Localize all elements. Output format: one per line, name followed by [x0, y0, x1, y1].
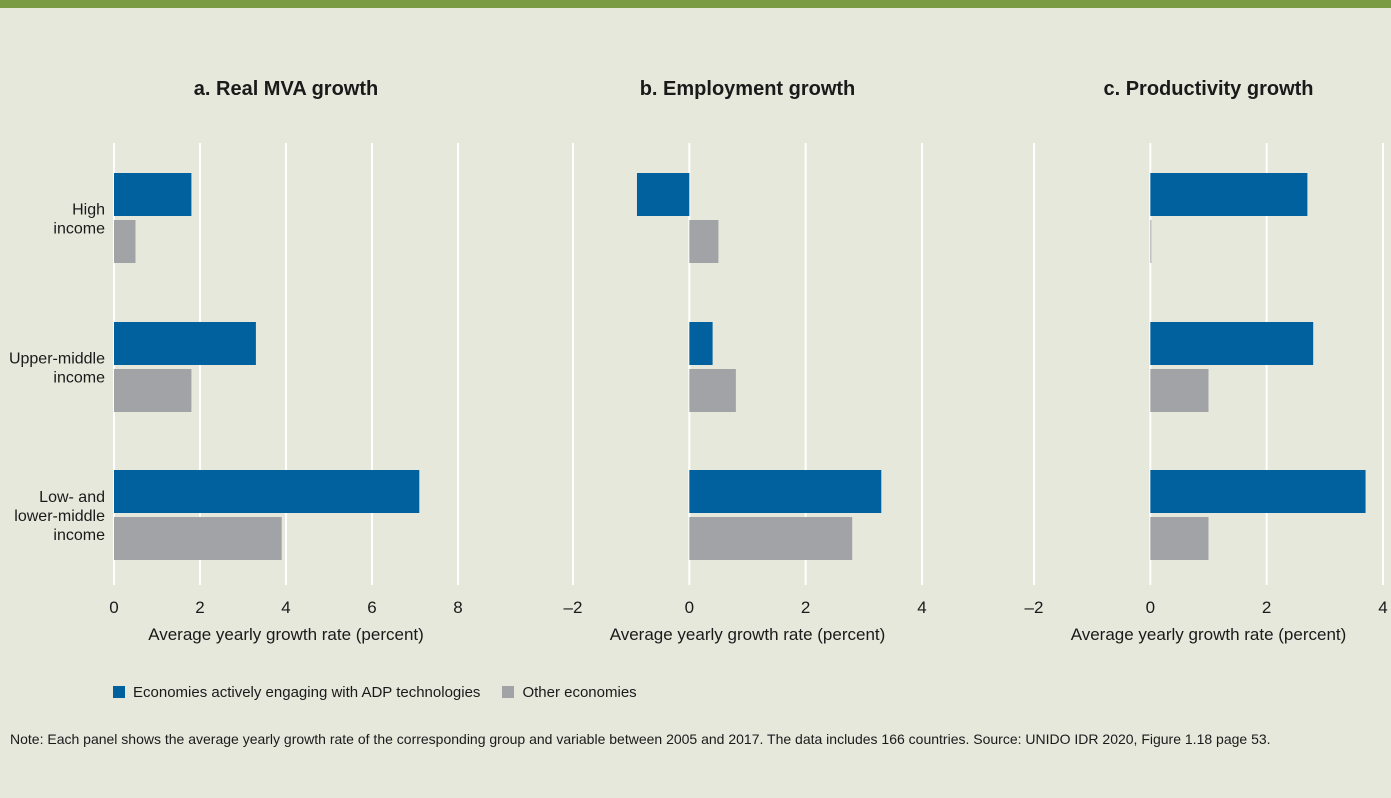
panel-c-bar-s2-c2 — [1150, 369, 1209, 412]
panel-c-bar-s1-c3 — [1150, 470, 1366, 513]
panel-b-bar-s1-c1 — [636, 173, 690, 216]
panel-b-tick-label-3: 4 — [917, 598, 926, 617]
legend-item-other: Other economies — [502, 683, 637, 701]
legend-label-adp: Economies actively engaging with ADP tec… — [133, 683, 481, 701]
header-bar — [0, 0, 1391, 8]
panel-b-tick-label-2: 2 — [801, 598, 810, 617]
panel-c-x-axis-label: Average yearly growth rate (percent) — [1071, 625, 1347, 644]
category-label-1: High income — [53, 202, 105, 238]
panel-c-bar-s2-c1 — [1150, 220, 1152, 263]
legend-swatch-adp — [113, 686, 125, 698]
panel-a-x-axis-label: Average yearly growth rate (percent) — [148, 625, 424, 644]
panel-a-bar-s1-c1 — [114, 173, 192, 216]
panel-a-tick-label-4: 8 — [453, 598, 462, 617]
figure-note: Note: Each panel shows the average yearl… — [10, 731, 1271, 747]
legend-item-adp: Economies actively engaging with ADP tec… — [113, 684, 480, 701]
panel-c-bar-s2-c3 — [1150, 517, 1209, 560]
panel-a-tick-label-2: 4 — [281, 598, 290, 617]
panel-c-tick-label-2: 2 — [1262, 598, 1271, 617]
panel-c-bar-s1-c2 — [1150, 322, 1314, 365]
panel-a-tick-label-1: 2 — [195, 598, 204, 617]
panel-a-bar-s1-c2 — [114, 322, 256, 365]
panel-b-bar-s1-c2 — [689, 322, 713, 365]
category-label-3-line-3: income — [53, 527, 105, 544]
panel-a-bar-s2-c2 — [114, 369, 192, 412]
category-label-2-line-2: income — [53, 370, 105, 387]
panel-c-title: c. Productivity growth — [1103, 78, 1314, 100]
panel-c-tick-label-1: 0 — [1146, 598, 1155, 617]
chart-area: 0 2 4 6 8 Average yearly growth rate (percent… — [9, 143, 1388, 644]
panel-c-tick-label-0: –2 — [1025, 598, 1044, 617]
panel-b-tick-label-0: –2 — [564, 598, 583, 617]
legend: Economies actively engaging with ADP tec… — [113, 682, 659, 702]
legend-label-other: Other economies — [522, 683, 637, 701]
panel-b-title: b. Employment growth — [639, 78, 856, 100]
panel-a-title: a. Real MVA growth — [193, 78, 379, 100]
panel-a-tick-label-0: 0 — [109, 598, 118, 617]
panel-a-tick-label-3: 6 — [367, 598, 376, 617]
category-label-3-line-2: lower-middle — [14, 508, 105, 525]
panel-a-bar-s2-c3 — [114, 517, 282, 560]
panel-c-bar-s1-c1 — [1150, 173, 1308, 216]
panel-b-bar-s1-c3 — [689, 470, 882, 513]
panel-c-tick-label-3: 4 — [1378, 598, 1387, 617]
category-label-2-line-1: Upper-middle — [9, 351, 105, 368]
panel-b-bar-s2-c3 — [689, 517, 853, 560]
panel-b-x-axis-label: Average yearly growth rate (percent) — [610, 625, 886, 644]
panel-b-bar-s2-c2 — [689, 369, 736, 412]
category-label-3: Low- and lower-middle income — [14, 489, 105, 544]
panel-a-bar-s1-c3 — [114, 470, 420, 513]
category-label-3-line-1: Low- and — [39, 489, 105, 506]
legend-swatch-other — [502, 686, 515, 698]
category-label-2: Upper-middle income — [9, 351, 105, 387]
panel-b-bar-s2-c1 — [689, 220, 719, 263]
category-label-1-line-1: High — [72, 202, 105, 219]
panel-a-bar-s2-c1 — [114, 220, 136, 263]
panel-b-tick-label-1: 0 — [685, 598, 694, 617]
category-label-1-line-2: income — [53, 221, 105, 238]
